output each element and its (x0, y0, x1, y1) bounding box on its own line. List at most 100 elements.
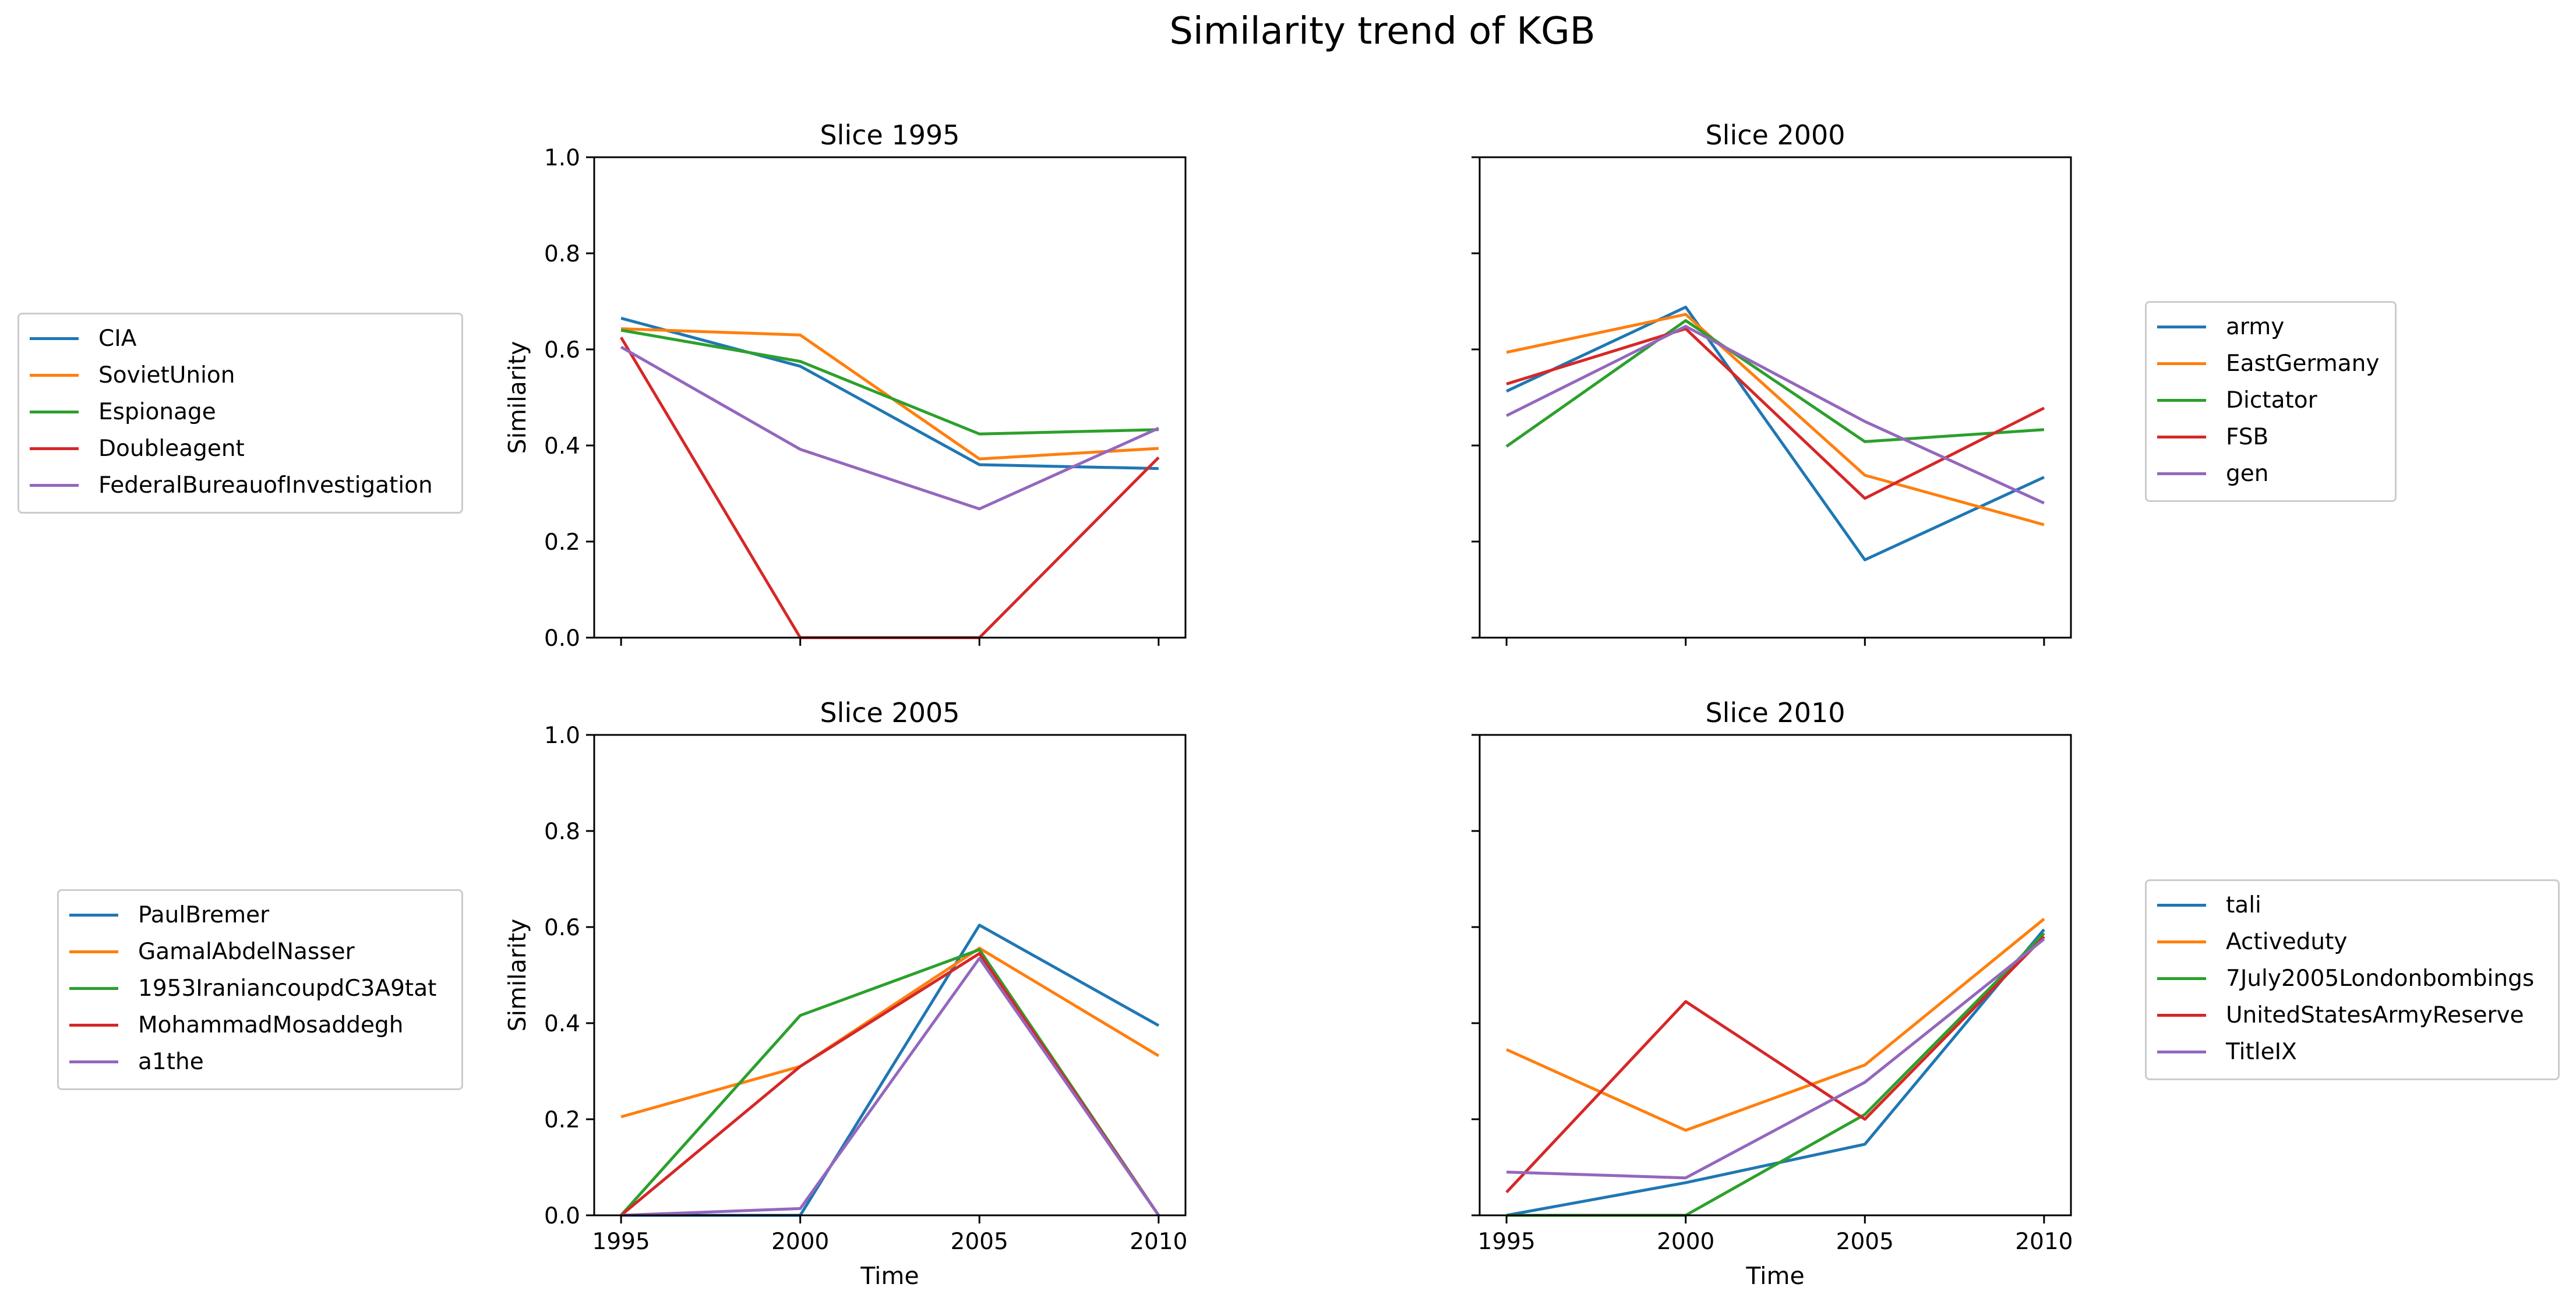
legend-label: tali (2226, 892, 2261, 918)
x-axis-label: Time (860, 1262, 919, 1290)
legend-swatch (69, 1060, 118, 1063)
y-tick-label: 0.8 (544, 819, 580, 845)
legend-item: FederalBureauofInvestigation (30, 467, 449, 504)
legend-label: Dictator (2226, 387, 2317, 413)
x-tick-label: 1995 (592, 1229, 650, 1255)
series-line (1506, 305, 2045, 561)
legend-label: UnitedStatesArmyReserve (2226, 1002, 2524, 1028)
subplots-group: Slice 19950.00.20.40.60.81.0SimilaritySl… (503, 119, 2073, 1290)
series-line (620, 946, 1160, 1119)
y-tick-label: 0.8 (544, 241, 580, 267)
legend-swatch (2157, 940, 2206, 943)
subplot-title: Slice 2010 (1705, 697, 1845, 728)
legend-swatch (30, 337, 79, 340)
legend-label: SovietUnion (98, 362, 235, 388)
legend-item: GamalAbdelNasser (69, 933, 449, 970)
legend-item: Dictator (2157, 382, 2382, 419)
subplot-3: Slice 2005 0.0 0.2 0.4 0.6 0.8 1.0 1995 2000 2005… (503, 697, 1187, 1290)
x-tick-label: 2010 (1130, 1229, 1187, 1255)
y-tick-label: 0.6 (544, 915, 580, 941)
series-line (1505, 319, 2045, 448)
legend-item: tali (2157, 887, 2545, 924)
legend-item: a1the (69, 1044, 449, 1080)
legend-label: Activeduty (2226, 929, 2348, 955)
legend-swatch (2157, 399, 2206, 402)
legend-swatch (2157, 362, 2206, 365)
x-tick-label: 2005 (1836, 1229, 1894, 1255)
subplot-title: Slice 1995 (820, 119, 959, 151)
series-line (620, 316, 1159, 471)
legend-swatch (2157, 1014, 2206, 1017)
legend-item: Espionage (30, 394, 449, 430)
y-tick-label: 0.6 (544, 337, 580, 363)
legend-label: a1the (138, 1049, 204, 1075)
legend-label: FSB (2226, 424, 2269, 450)
series-line (1506, 932, 2045, 1217)
y-tick-label: 1.0 (544, 723, 580, 749)
x-tick-label: 2000 (771, 1229, 829, 1255)
legend-label: CIA (98, 326, 137, 352)
series-line (1505, 324, 2045, 505)
legend-label: FederalBureauofInvestigation (98, 472, 433, 498)
legend-swatch (69, 987, 118, 990)
legend-label: 7July2005Londonbombings (2226, 966, 2535, 992)
legend-item: Activeduty (2157, 924, 2545, 960)
subplot-1: Slice 1995 0.0 0.2 0.4 0.6 0.8 1.0 Similarity (503, 119, 1187, 652)
x-axis-label: Time (1745, 1262, 1804, 1290)
x-tick-label: 2000 (1657, 1229, 1714, 1255)
legend-4: tali Activeduty 7July2005Londonbombings Uni… (2145, 879, 2560, 1080)
series-line (1506, 327, 2045, 500)
y-tick-label: 1.0 (544, 145, 580, 171)
y-axis-label: Similarity (503, 919, 531, 1032)
subplot-title: Slice 2000 (1705, 119, 1845, 151)
y-tick-label: 0.4 (544, 433, 580, 459)
legend-1: CIA SovietUnion Espionage Doubleagent Federa… (17, 313, 463, 514)
subplot-4: Slice 2010 1995 2000 2005 2010 Time (1472, 697, 2073, 1290)
legend-label: EastGermany (2226, 351, 2380, 377)
x-tick-label: 1995 (1478, 1229, 1536, 1255)
legend-swatch (30, 374, 79, 377)
legend-item: 1953IraniancoupdC3A9tat (69, 970, 449, 1007)
legend-label: MohammadMosaddegh (138, 1012, 404, 1038)
series-line (620, 345, 1159, 511)
legend-swatch (2157, 977, 2206, 980)
legend-item: CIA (30, 320, 449, 357)
legend-label: army (2226, 314, 2285, 340)
series-line (1506, 918, 2045, 1132)
x-tick-label: 2005 (951, 1229, 1008, 1255)
legend-swatch (2157, 904, 2206, 907)
legend-swatch (30, 447, 79, 450)
legend-label: PaulBremer (138, 902, 270, 928)
axes-frame (1478, 734, 2072, 1216)
y-tick-label: 0.0 (544, 1203, 580, 1229)
subplot-title: Slice 2005 (820, 697, 959, 728)
legend-item: Doubleagent (30, 430, 449, 467)
y-tick-label: 0.4 (544, 1011, 580, 1037)
series-line (621, 957, 1160, 1217)
legend-label: TitleIX (2226, 1039, 2297, 1065)
legend-label: Doubleagent (98, 436, 245, 462)
legend-swatch (30, 484, 79, 487)
legend-label: gen (2226, 461, 2269, 487)
series-line (619, 337, 1160, 639)
legend-swatch (69, 950, 118, 953)
x-tick-label: 2010 (2015, 1229, 2073, 1255)
legend-item: army (2157, 309, 2382, 345)
legend-item: TitleIX (2157, 1034, 2545, 1070)
series-line (1505, 935, 2045, 1194)
series-line (1506, 938, 2045, 1180)
y-axis-label: Similarity (503, 341, 531, 454)
legend-swatch (2157, 1051, 2206, 1053)
figure-title: Similarity trend of KGB (1169, 10, 1595, 53)
legend-label: GamalAbdelNasser (138, 939, 355, 965)
legend-label: Espionage (98, 399, 216, 425)
axes-frame (593, 734, 1187, 1216)
series-line (1506, 928, 2045, 1217)
series-line (1506, 313, 2045, 526)
legend-3: PaulBremer GamalAbdelNasser 1953Iraniancou… (57, 889, 463, 1090)
legend-item: gen (2157, 455, 2382, 492)
legend-swatch (69, 914, 118, 917)
legend-swatch (2157, 436, 2206, 438)
legend-item: EastGermany (2157, 345, 2382, 382)
y-tick-label: 0.0 (544, 625, 580, 652)
